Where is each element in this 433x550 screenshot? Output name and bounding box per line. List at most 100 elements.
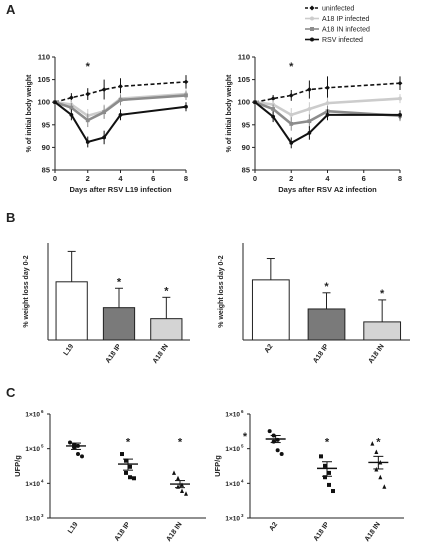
bar-a18-ip: [102, 307, 136, 341]
y-tick-label: 1×10: [25, 481, 40, 488]
x-tick-label-a18-ip: A18 IP: [105, 343, 123, 365]
y-axis-label: % weight loss day 0-2: [23, 255, 30, 327]
data-point-l19: [68, 440, 72, 445]
data-point-a18-ip: [124, 458, 128, 463]
x-tick-label: 0: [253, 174, 257, 183]
y-tick-label: 90: [42, 143, 50, 152]
significance-star: *: [164, 285, 169, 297]
data-point-a18-in: [382, 484, 387, 489]
data-point-a18-in-infected: [85, 118, 90, 123]
y-tick-label: 105: [37, 75, 50, 84]
chart-weight-a2: 85 90 95 100 105 110 0 2 4 6 8 Days after RSV A2 in…: [226, 53, 403, 194]
x-tick-label-a18-in: A18 IN: [364, 521, 382, 543]
data-point-a18-ip: [128, 464, 132, 469]
x-tick-label: 0: [53, 174, 57, 183]
series-line-a18-in-infected: [54, 94, 187, 122]
significance-star: *: [376, 437, 381, 449]
y-tick-exponent: 5: [41, 444, 44, 449]
x-tick-label: 6: [362, 174, 366, 183]
significance-star: *: [126, 437, 131, 449]
data-point-a18-ip: [327, 482, 331, 487]
chart-weightloss-a2: % weight loss day 0-2 A2 * A18 IP * A18 IN: [218, 243, 410, 365]
data-point-rsv-infected: [85, 140, 90, 144]
data-point-a18-in: [378, 474, 383, 480]
data-point-rsv-infected: [398, 112, 402, 117]
data-point-rsv-infected: [307, 131, 312, 135]
bar-a18-in: [150, 318, 183, 341]
panel-label-a: A: [6, 2, 16, 17]
significance-star: *: [178, 437, 183, 449]
chart-weightloss-l19: % weight loss day 0-2 L19 * A18 IP * A18 IN: [23, 243, 190, 365]
y-tick-label: 85: [242, 166, 250, 175]
legend-marker-uninfected: [309, 5, 315, 11]
y-tick-label: 95: [42, 120, 50, 129]
legend-marker-a18-in-infected: [310, 27, 314, 31]
y-tick-label: 105: [237, 75, 250, 84]
series-line-a18-ip-infected: [254, 97, 401, 117]
y-tick-label: 85: [42, 166, 50, 175]
y-tick-label: 95: [242, 120, 250, 129]
data-point-uninfected: [85, 91, 91, 97]
data-point-rsv-infected: [118, 112, 123, 117]
data-point-a18-in: [184, 491, 188, 496]
data-point-a18-in: [180, 488, 184, 494]
y-tick-exponent: 4: [41, 478, 44, 483]
data-point-rsv-infected: [271, 114, 276, 119]
legend-marker-rsv-infected: [310, 37, 314, 42]
y-tick-label: 110: [38, 53, 50, 62]
y-axis-label: UFP/g: [13, 455, 22, 477]
x-tick-label-a2: A2: [264, 343, 275, 354]
significance-star: *: [380, 288, 385, 300]
significance-star: *: [243, 431, 248, 443]
data-point-a18-ip: [124, 470, 128, 475]
data-point-rsv-infected: [184, 104, 188, 109]
legend-label-a18-ip-infected: A18 IP infected: [322, 16, 369, 23]
data-point-a18-ip: [319, 454, 323, 459]
data-point-a18-ip: [331, 489, 335, 494]
data-point-rsv-infected: [253, 100, 257, 105]
y-tick-label: 110: [238, 53, 250, 62]
bar-a18-in: [363, 321, 402, 341]
data-point-a18-ip-infected: [398, 96, 402, 101]
x-tick-label: 2: [289, 174, 293, 183]
data-point-a18-in-infected: [118, 98, 123, 102]
y-tick-exponent: 6: [41, 409, 44, 414]
data-point-uninfected: [325, 85, 330, 91]
series-line-rsv-infected: [54, 101, 187, 144]
data-point-a18-in-infected: [307, 119, 312, 124]
data-point-a18-ip: [323, 475, 327, 480]
series-line-uninfected: [54, 81, 187, 103]
x-axis-label: Days after RSV A2 infection: [278, 185, 377, 194]
legend-label-uninfected: uninfected: [322, 6, 354, 13]
y-tick-exponent: 3: [241, 513, 244, 518]
y-tick-label: 90: [242, 143, 250, 152]
data-point-a18-ip-infected: [289, 112, 294, 117]
legend: uninfected A18 IP infected A18 IN infected…: [305, 5, 370, 44]
x-tick-label-a18-in: A18 IN: [368, 343, 386, 365]
x-tick-label-a18-in: A18 IN: [165, 521, 183, 543]
data-point-rsv-infected: [69, 112, 74, 117]
data-point-a18-in-infected: [102, 110, 107, 115]
data-point-a18-in-infected: [184, 93, 188, 98]
data-point-a2: [279, 452, 284, 457]
x-tick-label-a18-ip: A18 IP: [312, 343, 330, 365]
data-point-a18-in: [172, 470, 176, 475]
x-tick-label: 4: [118, 174, 123, 183]
legend-label-rsv-infected: RSV infected: [322, 37, 363, 44]
significance-star: *: [289, 61, 294, 73]
x-tick-label-l19: L19: [67, 521, 80, 535]
data-point-uninfected: [183, 79, 189, 85]
legend-marker-a18-ip-infected: [310, 16, 314, 21]
data-point-uninfected: [118, 83, 123, 89]
data-point-a18-ip-infected: [307, 107, 312, 111]
y-tick-label: 100: [237, 98, 250, 107]
data-point-uninfected: [397, 80, 403, 86]
significance-star: *: [325, 437, 330, 449]
data-point-a18-ip: [120, 452, 124, 457]
significance-star: *: [86, 61, 91, 73]
y-axis-label: UFP/g: [213, 455, 222, 477]
data-point-a2: [275, 448, 280, 453]
x-axis-label: Days after RSV L19 infection: [69, 185, 172, 194]
data-point-a2: [267, 429, 272, 434]
